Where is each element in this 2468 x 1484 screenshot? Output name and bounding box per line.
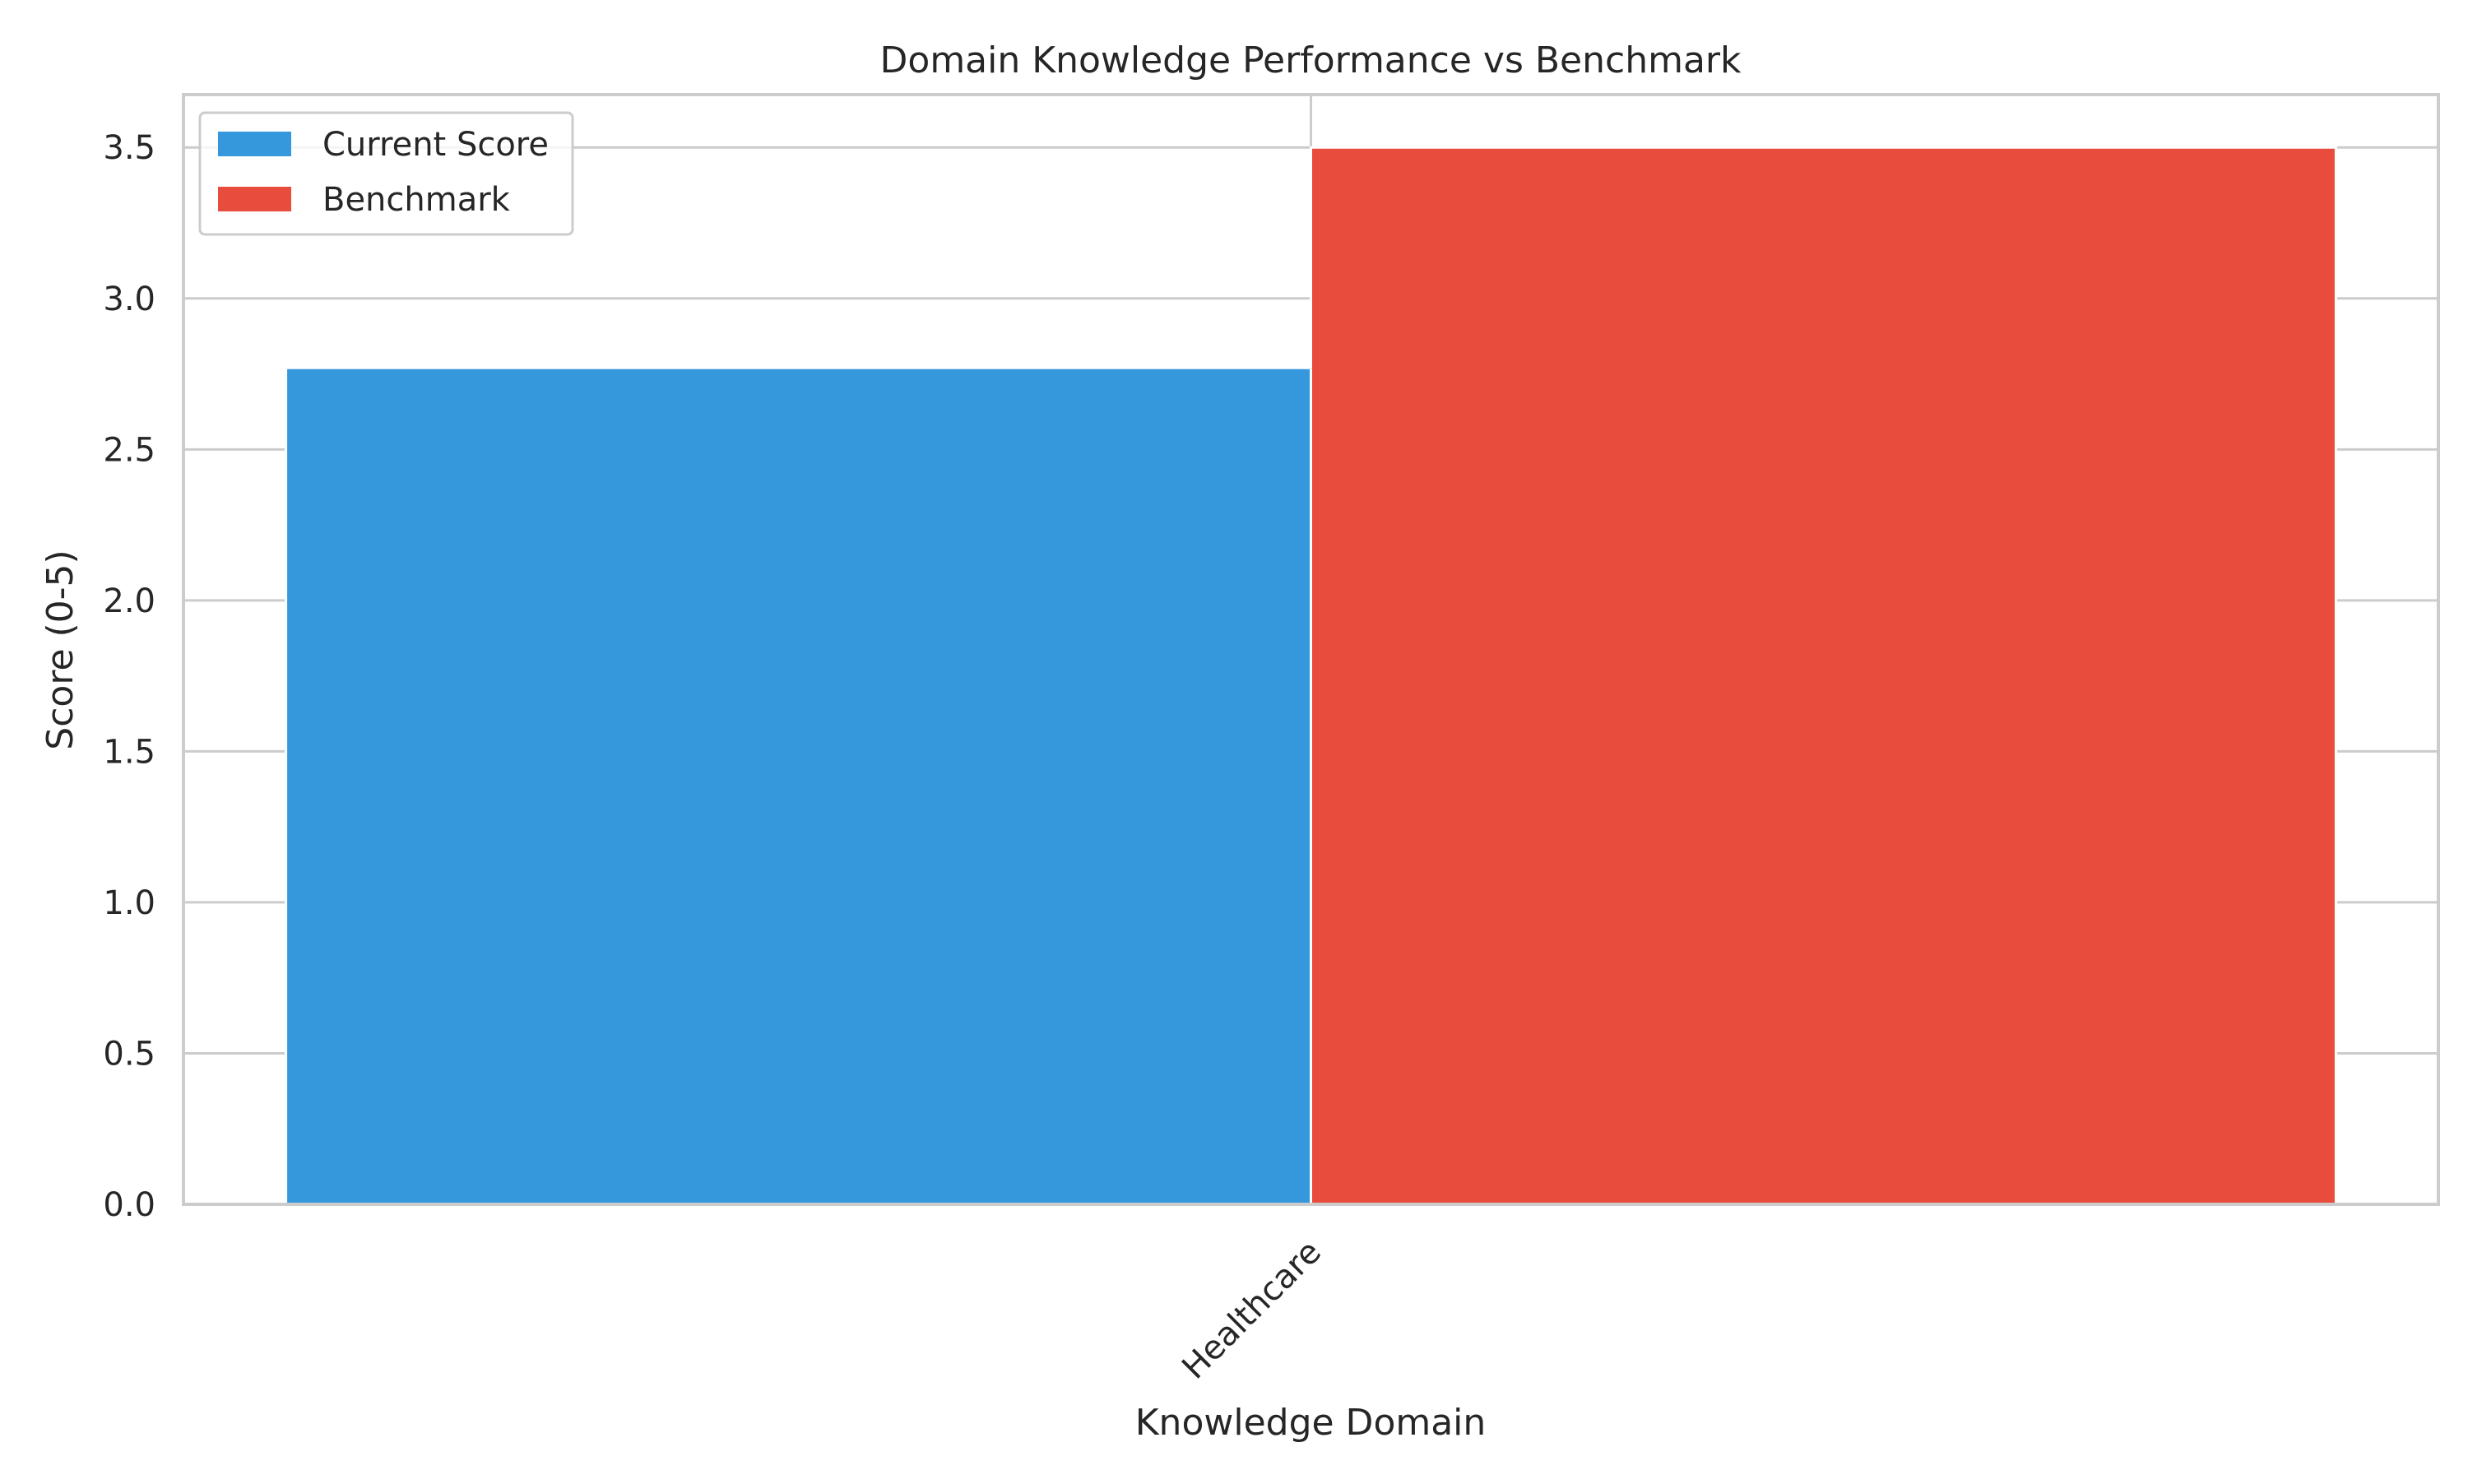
- bar-benchmark: [1310, 146, 2337, 1206]
- y-axis-label: Score (0-5): [39, 550, 81, 749]
- x-axis-ticks: Healthcare: [1175, 1233, 1329, 1387]
- y-tick-label: 0.5: [103, 1035, 155, 1073]
- legend-label-current-score: Current Score: [322, 126, 549, 164]
- y-tick-label: 1.5: [103, 733, 155, 771]
- y-tick-label: 3.0: [103, 281, 155, 318]
- y-tick-label: 1.0: [103, 884, 155, 922]
- legend-box: [198, 111, 574, 236]
- plot-frame: [182, 93, 2440, 1206]
- legend: Current Score Benchmark: [198, 111, 574, 236]
- legend-label-benchmark: Benchmark: [322, 181, 511, 219]
- legend-swatch-benchmark: [218, 187, 291, 211]
- x-axis-label: Knowledge Domain: [1135, 1402, 1487, 1444]
- y-tick-label: 3.5: [103, 129, 155, 167]
- y-tick-label: 2.5: [103, 431, 155, 469]
- y-tick-label: 2.0: [103, 582, 155, 620]
- legend-swatch-current-score: [218, 132, 291, 156]
- chart-title: Domain Knowledge Performance vs Benchmar…: [880, 39, 1742, 81]
- y-axis-ticks: 0.0 0.5 1.0 1.5 2.0 2.5 3.0 3.5: [103, 129, 155, 1224]
- bar-current-score: [285, 366, 1312, 1206]
- y-tick-label: 0.0: [103, 1186, 155, 1224]
- bars: [285, 146, 2337, 1206]
- x-tick-label: Healthcare: [1175, 1233, 1329, 1387]
